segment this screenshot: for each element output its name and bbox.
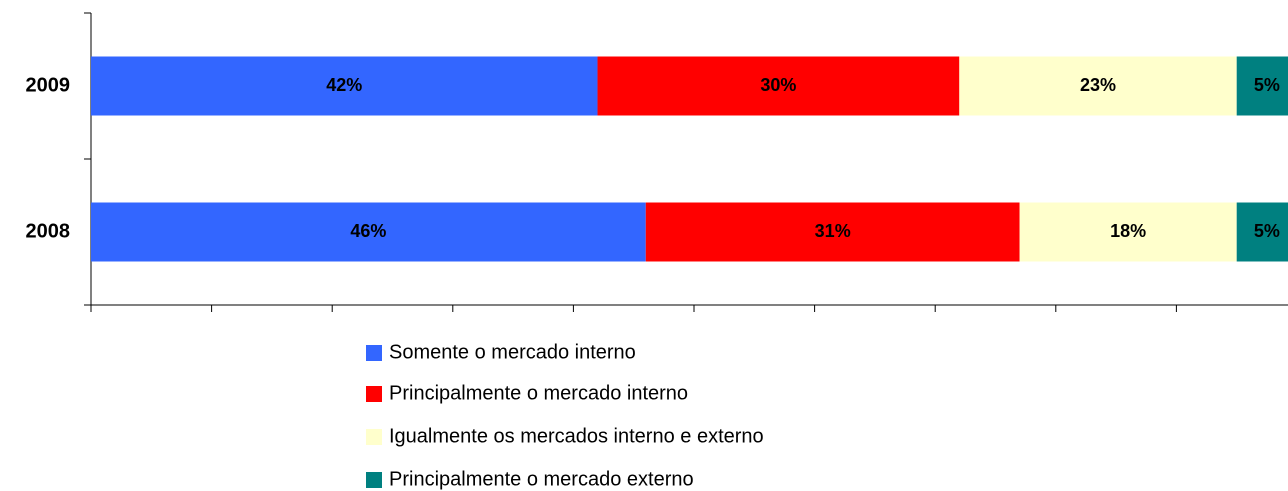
bar-segment [1236,56,1288,116]
data-label: 31% [815,221,851,241]
data-label: 42% [326,75,362,95]
data-label: 5% [1254,221,1280,241]
data-label: 23% [1080,75,1116,95]
legend-label: Principalmente o mercado externo [389,468,694,490]
bar-segment [645,202,1020,262]
bar-segment [91,202,646,262]
bar-segment [91,56,598,116]
category-label: 2009 [26,74,71,96]
legend-swatch [366,386,382,402]
bar-segment [597,56,960,116]
legend-label: Igualmente os mercados interno e externo [389,425,764,447]
legend-swatch [366,429,382,445]
category-label: 2008 [26,220,71,242]
bar-segment [959,56,1237,116]
legend-swatch [366,472,382,488]
data-label: 30% [760,75,796,95]
legend-label: Somente o mercado interno [389,341,636,363]
legend-label: Principalmente o mercado interno [389,382,688,404]
data-label: 46% [350,221,386,241]
data-label: 5% [1254,75,1280,95]
data-label: 18% [1110,221,1146,241]
legend-swatch [366,345,382,361]
bar-segment [1236,202,1288,262]
bar-segment [1019,202,1237,262]
